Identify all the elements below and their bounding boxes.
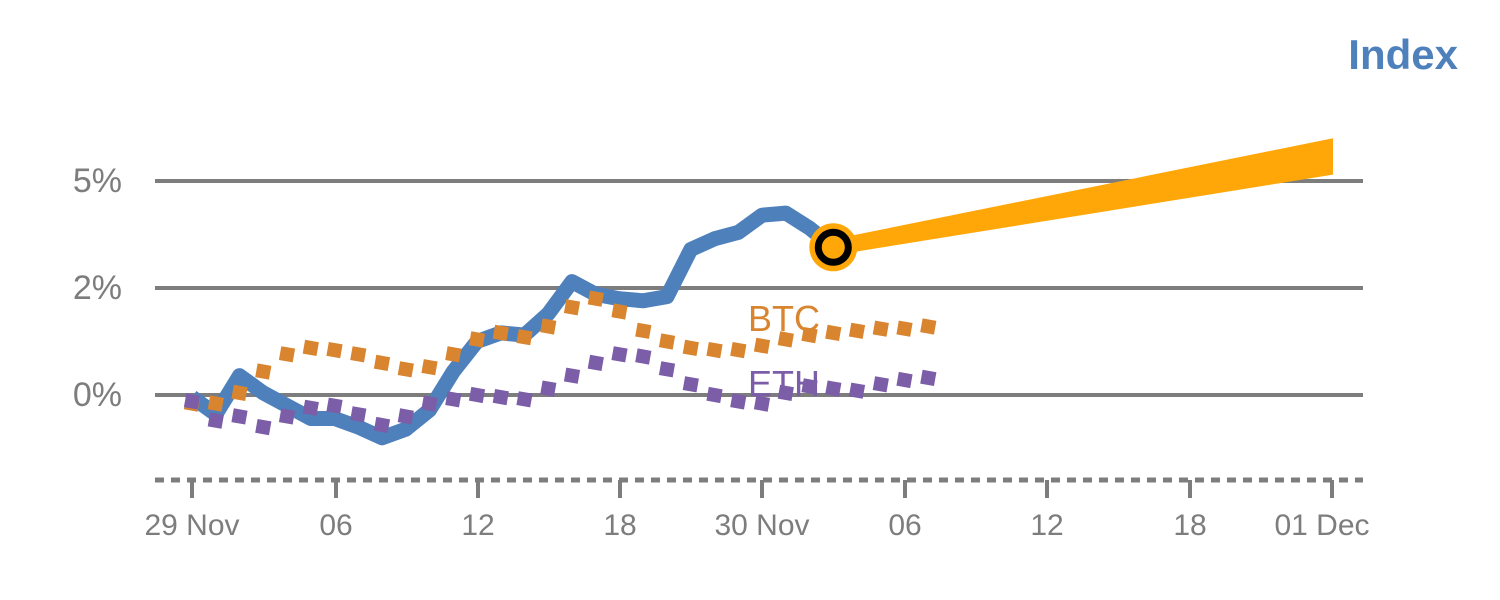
data-point	[255, 363, 272, 380]
data-point	[563, 299, 581, 316]
data-point	[896, 320, 913, 337]
btc-series	[183, 290, 937, 412]
marker-ring-icon	[814, 228, 852, 266]
data-point	[611, 303, 628, 320]
data-point	[730, 393, 747, 410]
data-point	[207, 412, 224, 429]
data-point	[516, 329, 533, 346]
data-point	[492, 324, 509, 342]
data-point	[302, 399, 319, 416]
data-point	[706, 386, 723, 404]
data-point	[801, 326, 818, 344]
y-axis-labels: 5% 2% 0%	[73, 162, 122, 414]
eth-series	[183, 346, 937, 436]
x-axis-ticks	[190, 480, 1334, 498]
series-label-eth: ETH	[748, 363, 820, 404]
data-point	[848, 382, 866, 399]
data-point	[350, 346, 367, 363]
data-point	[373, 416, 391, 434]
forecast-cone-shape	[833, 138, 1333, 256]
data-point	[753, 395, 771, 412]
data-point	[326, 341, 343, 359]
data-point	[801, 378, 818, 395]
data-point	[777, 331, 794, 348]
data-point	[540, 380, 557, 397]
data-point	[183, 393, 201, 410]
data-point	[611, 346, 628, 363]
data-point	[563, 367, 581, 384]
x-tick-label-2: 12	[461, 509, 494, 542]
data-point	[445, 346, 462, 363]
x-tick-label-4: 30 Nov	[714, 509, 809, 542]
data-point	[635, 322, 652, 339]
data-point	[468, 386, 486, 404]
data-point	[872, 320, 889, 337]
x-tick-label-8: 01 Dec	[1274, 509, 1369, 542]
data-point	[658, 333, 676, 350]
data-point	[540, 318, 557, 335]
data-point	[350, 406, 367, 423]
data-point	[231, 384, 248, 402]
data-point	[397, 361, 414, 378]
data-point	[255, 418, 272, 436]
index-series	[187, 205, 839, 446]
data-point	[635, 348, 652, 365]
data-point	[682, 376, 699, 393]
data-point	[278, 408, 296, 425]
data-point	[302, 339, 319, 357]
data-point	[397, 408, 414, 425]
data-point	[872, 376, 889, 393]
x-tick-label-3: 18	[603, 509, 636, 542]
data-point	[516, 391, 533, 408]
data-point	[682, 339, 699, 357]
data-point	[421, 395, 438, 412]
data-point	[231, 408, 248, 425]
forecast-band	[833, 138, 1333, 256]
data-point	[730, 341, 747, 359]
x-tick-label-6: 12	[1030, 509, 1063, 542]
data-point	[468, 331, 486, 348]
data-point	[445, 391, 462, 408]
index-line-path	[187, 205, 839, 446]
data-point	[825, 324, 842, 342]
x-tick-label-0: 29 Nov	[144, 509, 239, 542]
data-point	[920, 318, 937, 335]
data-point	[421, 359, 438, 376]
x-tick-label-5: 06	[888, 509, 921, 542]
x-tick-label-1: 06	[319, 509, 352, 542]
x-tick-label-7: 18	[1173, 509, 1206, 542]
data-point	[587, 354, 604, 372]
data-point	[825, 380, 842, 397]
y-tick-label-2pct: 2%	[73, 269, 122, 307]
data-point	[920, 369, 937, 387]
data-point	[373, 354, 391, 372]
data-point	[492, 388, 509, 406]
x-axis-labels: 29 Nov 06 12 18 30 Nov 06 12 18 01 Dec	[144, 509, 1369, 542]
data-point	[777, 384, 794, 402]
data-point	[326, 397, 343, 414]
data-point	[658, 361, 676, 378]
data-point	[587, 290, 604, 307]
data-point	[896, 371, 913, 389]
data-point	[278, 346, 296, 363]
data-point	[753, 337, 771, 354]
data-point	[848, 322, 866, 339]
data-point	[706, 341, 723, 359]
data-point	[207, 395, 224, 412]
y-tick-label-5pct: 5%	[73, 162, 122, 200]
series-label-btc: BTC	[748, 298, 820, 339]
forecast-origin-marker[interactable]	[809, 223, 858, 272]
y-tick-label-0pct: 0%	[73, 376, 122, 414]
page-title: Index	[1348, 31, 1458, 78]
